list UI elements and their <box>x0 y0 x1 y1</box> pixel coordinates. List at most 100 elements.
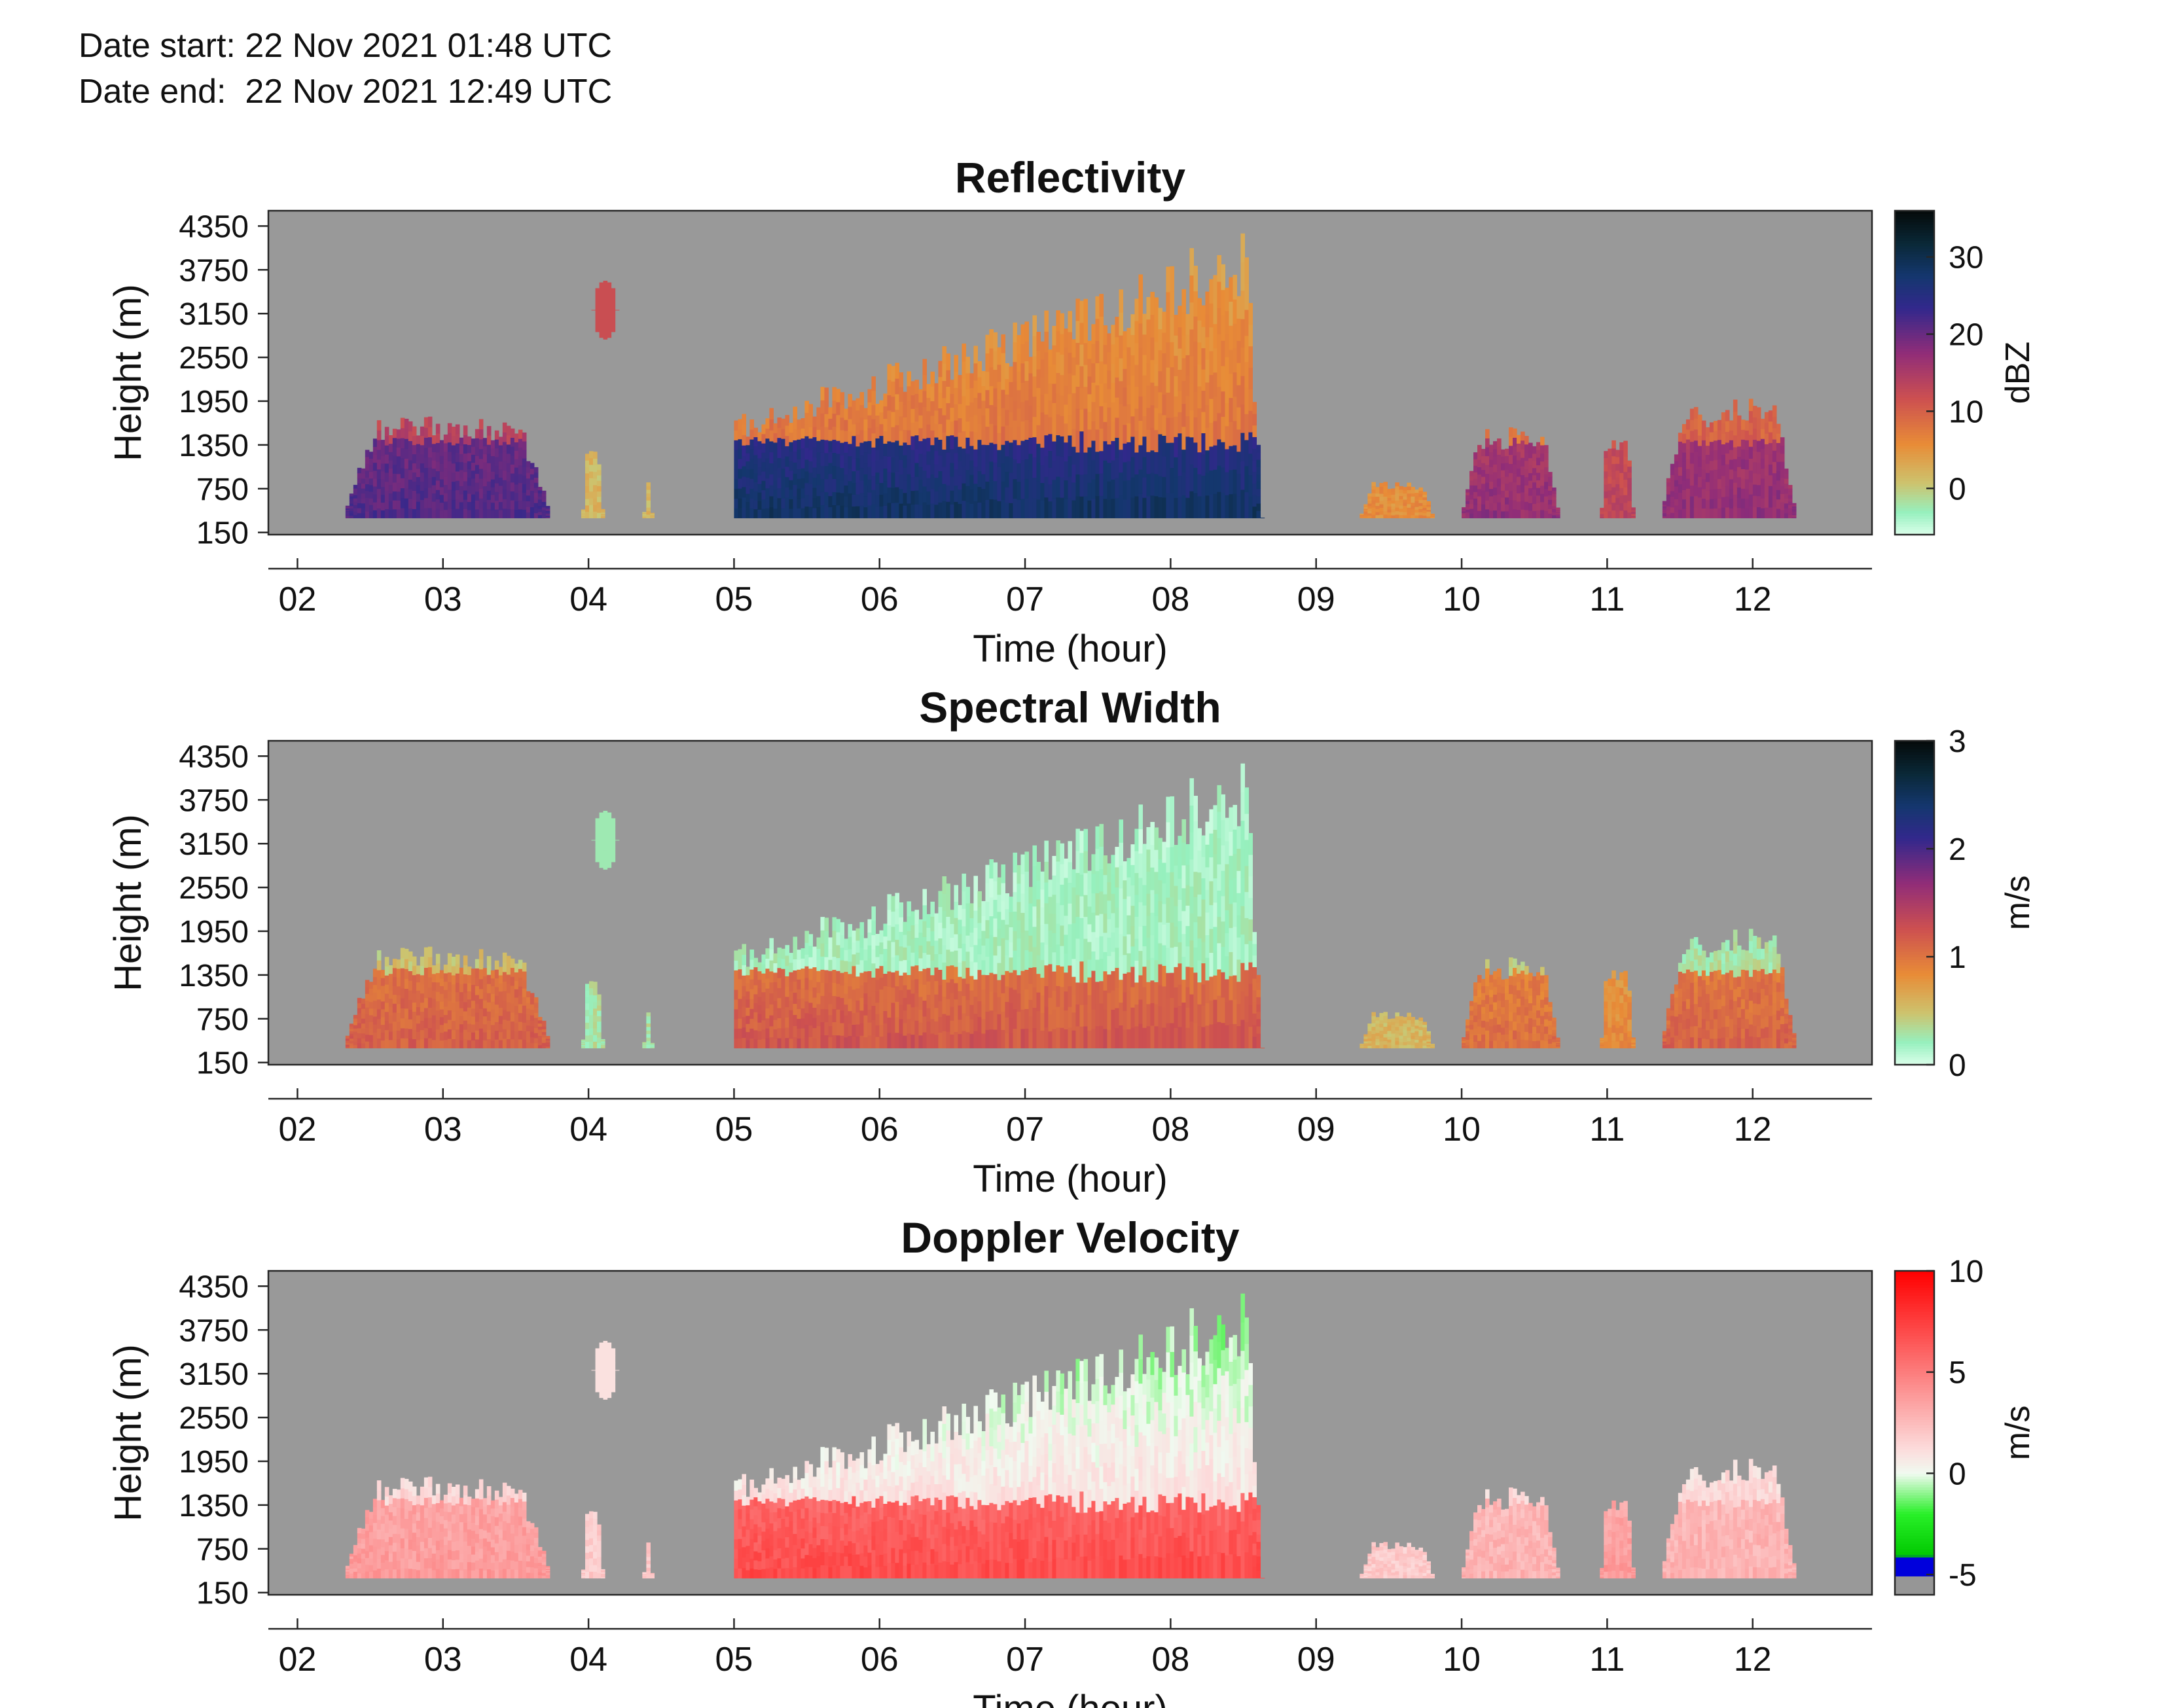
echo-cell <box>642 1044 647 1046</box>
colorbar-step <box>1895 510 1934 514</box>
echo-cell <box>595 295 600 304</box>
echo-cell <box>910 490 916 505</box>
echo-cell <box>840 505 845 518</box>
echo-cell <box>581 1045 586 1047</box>
echo-cell <box>396 429 401 439</box>
echo-cell <box>746 967 751 976</box>
echo-cell <box>1154 385 1159 408</box>
echo-cell <box>808 934 814 946</box>
echo-cell <box>372 1040 378 1048</box>
echo-cell <box>650 1044 655 1046</box>
echo-cell <box>1119 910 1124 934</box>
echo-cell <box>1552 493 1557 497</box>
echo-cell <box>439 1001 444 1010</box>
echo-cell <box>1178 1026 1183 1048</box>
echo-cell <box>530 1009 535 1016</box>
echo-cell <box>541 507 547 510</box>
echo-cell <box>1115 907 1120 928</box>
echo-cell <box>459 445 464 454</box>
echo-cell <box>1126 915 1132 934</box>
echo-cell <box>997 1031 1002 1048</box>
echo-cell <box>1166 492 1171 518</box>
echo-cell <box>852 989 857 1002</box>
echo-cell <box>808 1014 814 1026</box>
echo-cell <box>475 438 480 448</box>
echo-cell <box>899 474 904 489</box>
echo-cell <box>494 1030 499 1040</box>
echo-cell <box>396 1030 401 1040</box>
echo-cell <box>1138 902 1143 927</box>
echo-cell <box>545 506 550 508</box>
echo-cell <box>1130 334 1136 356</box>
echo-cell <box>1056 310 1061 332</box>
echo-cell <box>914 462 920 477</box>
echo-cell <box>1713 488 1718 499</box>
colorbar-step <box>1895 226 1934 230</box>
echo-cell <box>1725 485 1730 497</box>
echo-cell <box>1505 469 1509 477</box>
echo-cell <box>1036 861 1041 881</box>
echo-cell <box>482 984 488 993</box>
echo-cell <box>855 976 861 989</box>
echo-cell <box>380 970 386 978</box>
echo-cell <box>930 989 935 1005</box>
echo-cell <box>1666 486 1671 491</box>
echo-cell <box>801 987 806 999</box>
echo-cell <box>863 452 869 464</box>
echo-cell <box>365 463 370 471</box>
echo-cell <box>518 995 523 1005</box>
echo-cell <box>498 1039 503 1048</box>
echo-cell <box>804 1036 810 1048</box>
echo-cell <box>1788 491 1793 495</box>
echo-cell <box>1552 512 1557 516</box>
echo-cell <box>969 1005 975 1020</box>
echo-cell <box>781 1008 786 1019</box>
echo-cell <box>1013 498 1018 518</box>
colorbar-step <box>1895 451 1934 455</box>
colorbar-step <box>1895 372 1934 376</box>
echo-cell <box>950 407 955 422</box>
echo-cell <box>1248 453 1253 476</box>
echo-cell <box>404 988 409 999</box>
echo-cell <box>1426 506 1431 508</box>
echo-cell <box>1142 375 1147 396</box>
echo-cell <box>820 426 825 440</box>
echo-cell <box>506 444 511 454</box>
echo-cell <box>910 1020 916 1035</box>
echo-cell <box>1784 488 1789 494</box>
echo-cell <box>486 974 492 984</box>
echo-cell <box>1083 895 1089 917</box>
echo-cell <box>380 510 386 518</box>
echo-cell <box>844 982 849 994</box>
echo-cell <box>1233 853 1238 878</box>
echo-cell <box>372 1024 378 1033</box>
echo-cell <box>588 987 594 995</box>
echo-cell <box>879 965 884 978</box>
echo-cell <box>475 994 480 1005</box>
echo-cell <box>376 989 382 1000</box>
echo-cell <box>1189 859 1195 887</box>
echo-cell <box>471 969 476 977</box>
echo-cell <box>1134 298 1140 321</box>
echo-cell <box>765 998 770 1009</box>
echo-cell <box>1536 450 1541 458</box>
echo-cell <box>1146 1003 1151 1027</box>
echo-cell <box>502 499 507 509</box>
echo-cell <box>357 478 362 484</box>
echo-cell <box>981 900 986 917</box>
echo-cell <box>1075 342 1081 365</box>
echo-cell <box>1126 1010 1132 1029</box>
echo-cell <box>1363 516 1369 518</box>
x-tick-label: 08 <box>1151 580 1189 618</box>
echo-cell <box>1244 361 1250 388</box>
echo-cell <box>471 1008 476 1017</box>
echo-cell <box>965 453 971 471</box>
echo-cell <box>357 1008 362 1014</box>
echo-cell <box>773 442 778 452</box>
echo-cell <box>1162 353 1167 374</box>
colorbar-step <box>1895 378 1934 382</box>
echo-cell <box>463 1039 468 1048</box>
echo-cell <box>533 477 539 483</box>
colorbar-step <box>1895 505 1934 508</box>
echo-cell <box>595 310 600 318</box>
